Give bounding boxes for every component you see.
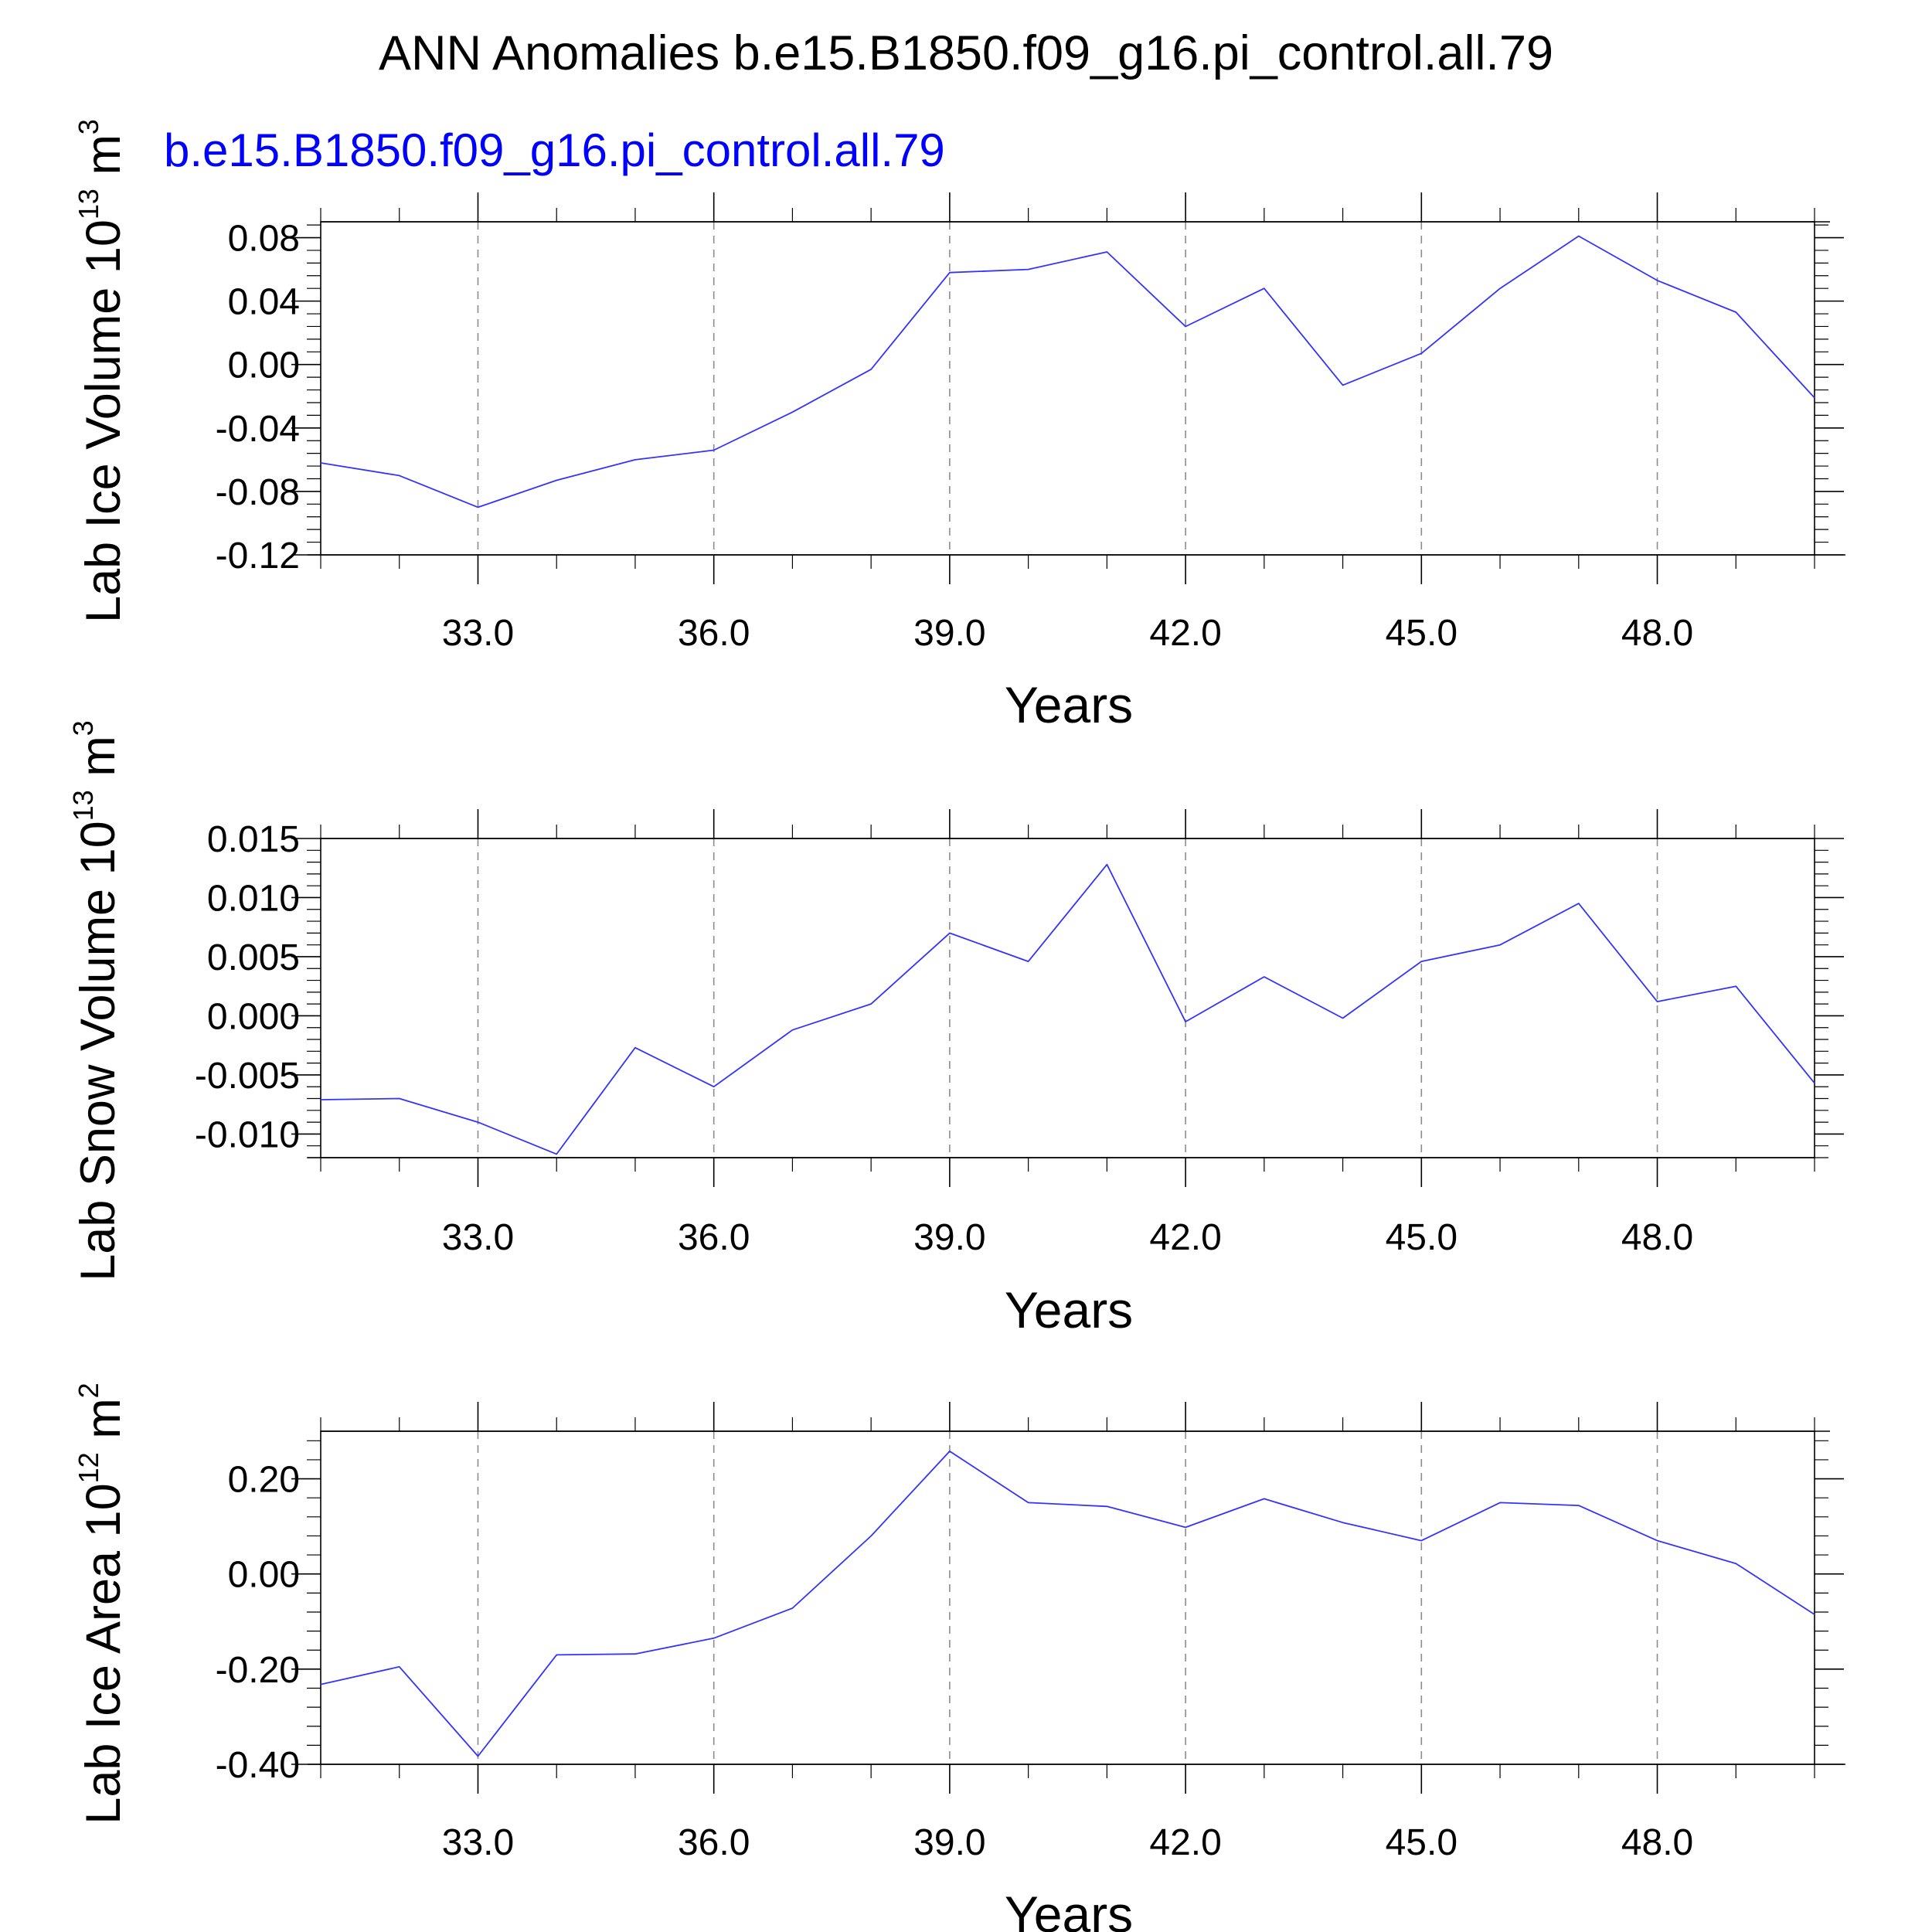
x-axis-title: Years (1005, 1281, 1133, 1338)
y-axis-title-superscript: 13 (67, 790, 99, 821)
ice-volume-panel: -0.12 -0.08 -0.04 0.00 0.04 0.08 33.0 36.0 39.0 4… (73, 119, 1845, 733)
y-tick-label: 0.04 (228, 282, 300, 323)
x-tick-label: 45.0 (1386, 1217, 1458, 1258)
x-tick-label: 33.0 (442, 1217, 514, 1258)
plot-frame (320, 1430, 1815, 1765)
y-axis-title-superscript: 3 (73, 119, 104, 134)
x-tick-label: 39.0 (913, 1822, 985, 1863)
y-tick-label: 0.015 (207, 819, 300, 860)
x-tick-label: 33.0 (442, 1822, 514, 1863)
plot-frame (320, 838, 1815, 1158)
y-tick-label: 0.005 (207, 937, 300, 978)
y-tick-label: -0.08 (216, 472, 300, 513)
y-tick-label: -0.20 (216, 1650, 300, 1691)
y-axis-title-part: m (71, 736, 125, 790)
y-tick-label: -0.40 (216, 1745, 300, 1786)
series-line (320, 1451, 1815, 1757)
y-axis-title-part: m (77, 1398, 131, 1452)
y-axis-title-superscript: 3 (67, 720, 99, 736)
x-tick-label: 42.0 (1149, 1822, 1221, 1863)
y-axis-title: Lab Snow Volume 1013 m3 (67, 720, 125, 1281)
x-tick-label: 39.0 (913, 1217, 985, 1258)
y-tick-label: -0.010 (195, 1114, 300, 1155)
plot-frame (320, 221, 1815, 556)
figure-subtitle: b.e15.B1850.f09_g16.pi_control.all.79 (164, 124, 945, 176)
y-axis-title-superscript: 13 (73, 189, 104, 219)
x-tick-label: 36.0 (678, 613, 750, 654)
y-axis-title-superscript: 2 (73, 1383, 104, 1398)
y-tick-label: 0.000 (207, 996, 300, 1037)
y-tick-label: 0.010 (207, 878, 300, 919)
x-tick-label: 33.0 (442, 613, 514, 654)
figure-title: ANN Anomalies b.e15.B1850.f09_g16.pi_con… (379, 26, 1553, 80)
x-tick-label: 42.0 (1149, 1217, 1221, 1258)
x-tick-label: 39.0 (913, 613, 985, 654)
snow-volume-panel: -0.010 -0.005 0.000 0.005 0.010 0.015 33.0 36.0… (67, 720, 1844, 1338)
y-axis-title-part: Lab Snow Volume 10 (71, 821, 125, 1281)
x-axis-title: Years (1005, 676, 1133, 733)
y-tick-label: 0.20 (228, 1460, 300, 1501)
y-tick-label: 0.00 (228, 345, 300, 386)
y-tick-label: -0.12 (216, 536, 300, 577)
y-tick-label: 0.00 (228, 1555, 300, 1596)
x-tick-label: 42.0 (1149, 613, 1221, 654)
y-axis-title: Lab Ice Area 1012 m2 (73, 1383, 131, 1824)
x-tick-label: 45.0 (1386, 1822, 1458, 1863)
series-line (320, 235, 1815, 509)
x-tick-label: 36.0 (678, 1822, 750, 1863)
y-axis-title: Lab Ice Volume 1013 m3 (73, 119, 131, 623)
x-tick-label: 45.0 (1386, 613, 1458, 654)
ice-area-panel: -0.40 -0.20 0.00 0.20 33.0 36.0 39.0 42.0 45.0 48… (73, 1383, 1845, 1932)
y-tick-label: -0.005 (195, 1056, 300, 1097)
y-axis-title-part: m (77, 134, 131, 189)
y-axis-title-part: Lab Ice Area 10 (77, 1483, 131, 1824)
y-axis-title-part: Lab Ice Volume 10 (77, 219, 131, 623)
x-axis-title: Years (1005, 1886, 1133, 1932)
x-tick-label: 48.0 (1621, 613, 1693, 654)
x-tick-label: 36.0 (678, 1217, 750, 1258)
series-line (320, 863, 1815, 1155)
x-tick-label: 48.0 (1621, 1822, 1693, 1863)
y-axis-title-superscript: 12 (73, 1452, 104, 1483)
x-tick-label: 48.0 (1621, 1217, 1693, 1258)
y-tick-label: -0.04 (216, 409, 300, 450)
y-tick-label: 0.08 (228, 219, 300, 260)
